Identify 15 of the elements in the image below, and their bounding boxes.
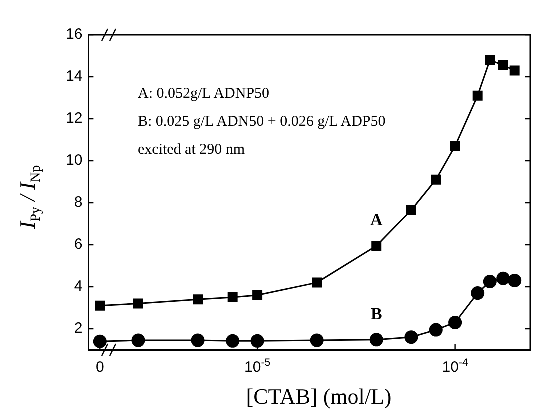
y-tick-label: 12 bbox=[66, 110, 83, 128]
annotation: A: 0.052g/L ADNP50 bbox=[138, 85, 271, 104]
annotation: B: 0.025 g/L ADN50 + 0.026 g/L ADP50 bbox=[138, 113, 386, 132]
x-axis-title: [CTAB] (mol/L) bbox=[245, 384, 393, 410]
series-label: A bbox=[370, 210, 384, 230]
annotation: excited at 290 nm bbox=[138, 141, 246, 160]
y-tick-label: 8 bbox=[74, 194, 83, 212]
y-tick-label: 2 bbox=[74, 320, 83, 338]
y-tick-label: 6 bbox=[74, 236, 83, 254]
y-tick-label: 10 bbox=[66, 152, 83, 170]
series-label: B bbox=[370, 304, 382, 324]
y-tick-label: 4 bbox=[74, 278, 83, 296]
y-tick-label: 14 bbox=[66, 68, 83, 86]
x-tick-label: 0 bbox=[96, 359, 104, 376]
y-tick-label: 16 bbox=[66, 26, 83, 44]
